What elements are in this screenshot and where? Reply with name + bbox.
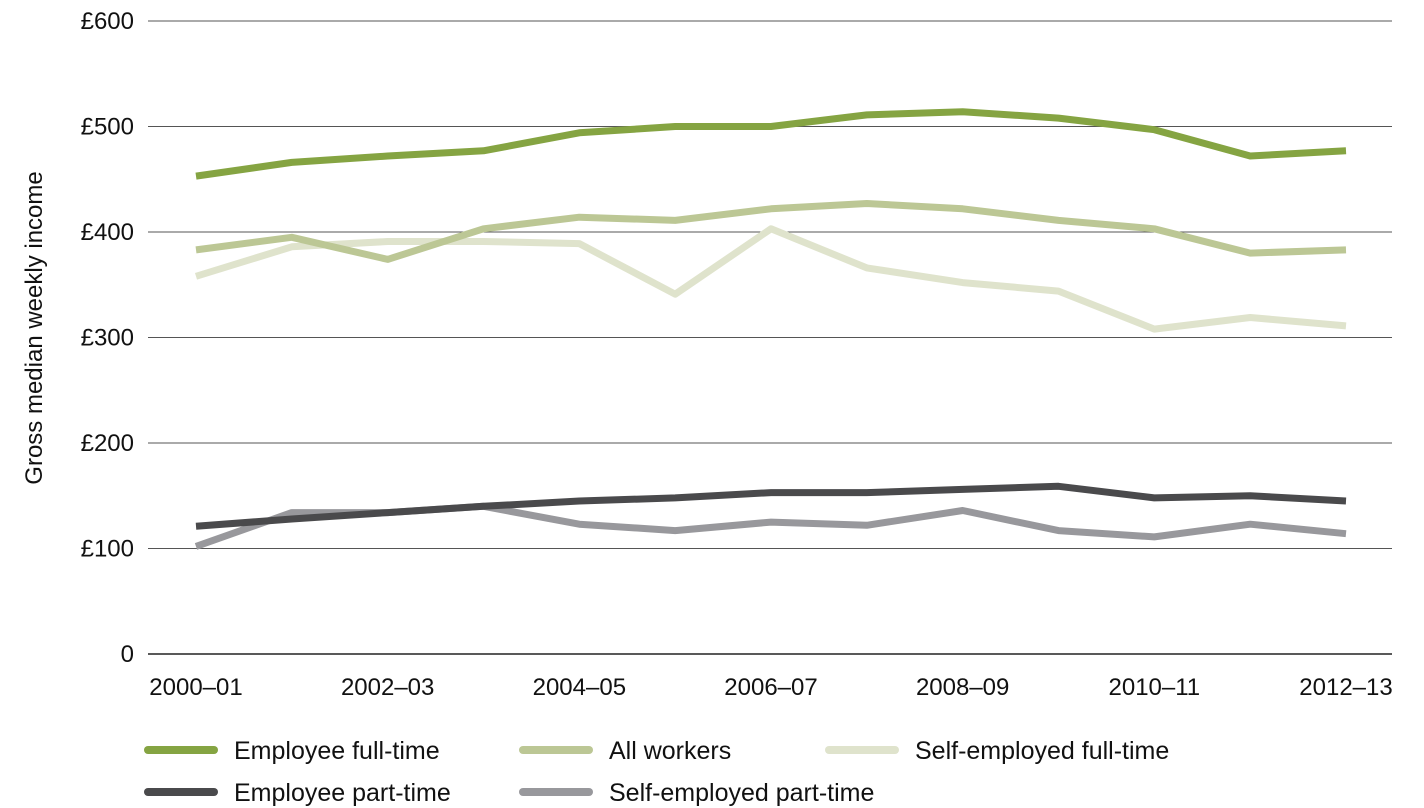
series-lines — [194, 108, 1347, 550]
series-line — [195, 200, 1347, 263]
y-tick-label: £100 — [81, 536, 134, 563]
legend-label: All workers — [609, 737, 731, 765]
x-tick-label: 2010–11 — [1109, 674, 1201, 701]
y-tick-label: 0 — [121, 641, 134, 668]
legend-label: Employee full-time — [234, 737, 440, 765]
y-axis-label: Gross median weekly income — [21, 171, 48, 484]
series-line — [194, 225, 1347, 333]
x-tick-label: 2004–05 — [533, 674, 626, 701]
x-tick-label: 2002–03 — [341, 674, 434, 701]
y-tick-label: £300 — [81, 325, 134, 352]
y-tick-label: £600 — [81, 8, 134, 35]
legend-label: Self-employed part-time — [609, 779, 874, 807]
y-tick-label: £500 — [81, 114, 134, 141]
y-tick-label: £200 — [81, 430, 134, 457]
grid-lines — [148, 20, 1392, 655]
x-tick-label: 2012–13 — [1299, 674, 1392, 701]
legend-label: Employee part-time — [234, 779, 451, 807]
y-tick-label: £400 — [81, 219, 134, 246]
series-line — [195, 482, 1347, 530]
x-tick-label: 2008–09 — [916, 674, 1009, 701]
y-axis-ticks: 0 £100 £200 £300 £400 £500 £600 — [81, 8, 134, 668]
x-axis-ticks: 2000–01 2002–03 2004–05 2006–07 2008–09 2010–… — [149, 674, 1392, 701]
legend-label: Self-employed full-time — [915, 737, 1169, 765]
legend: Employee full-time All workers Self-employ… — [144, 737, 1169, 807]
x-tick-label: 2006–07 — [724, 674, 817, 701]
series-line — [195, 108, 1347, 180]
x-tick-label: 2000–01 — [149, 674, 242, 701]
